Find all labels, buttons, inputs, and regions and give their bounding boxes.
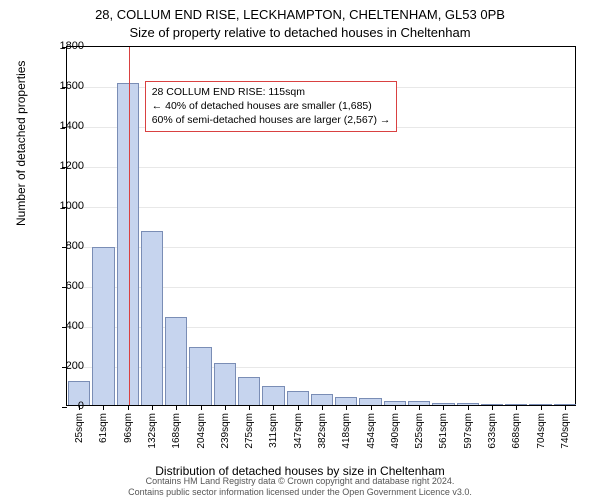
- xtick-mark: [541, 405, 542, 410]
- histogram-bar: [262, 386, 284, 405]
- xtick-label: 96sqm: [123, 413, 134, 443]
- ytick-label: 1200: [44, 160, 84, 172]
- annotation-box: 28 COLLUM END RISE: 115sqm← 40% of detac…: [145, 81, 398, 132]
- xtick-label: 382sqm: [317, 413, 328, 449]
- chart-area: 28 COLLUM END RISE: 115sqm← 40% of detac…: [66, 46, 576, 406]
- xtick-mark: [176, 405, 177, 410]
- xtick-label: 525sqm: [414, 413, 425, 449]
- histogram-bar: [165, 317, 187, 405]
- histogram-bar: [238, 377, 260, 405]
- y-axis-label: Number of detached properties: [14, 61, 28, 226]
- xtick-label: 275sqm: [244, 413, 255, 449]
- histogram-bar: [214, 363, 236, 405]
- histogram-bar: [117, 83, 139, 405]
- xtick-label: 61sqm: [98, 413, 109, 443]
- ytick-label: 0: [44, 400, 84, 412]
- annotation-line1: 28 COLLUM END RISE: 115sqm: [152, 85, 391, 99]
- footer-line2: Contains public sector information licen…: [0, 487, 600, 498]
- annotation-line2: ← 40% of detached houses are smaller (1,…: [152, 99, 391, 113]
- gridline: [67, 167, 575, 168]
- gridline: [67, 207, 575, 208]
- xtick-label: 597sqm: [463, 413, 474, 449]
- xtick-mark: [201, 405, 202, 410]
- xtick-mark: [443, 405, 444, 410]
- ytick-label: 1600: [44, 80, 84, 92]
- histogram-bar: [359, 398, 381, 405]
- xtick-label: 132sqm: [147, 413, 158, 449]
- xtick-label: 740sqm: [560, 413, 571, 449]
- page-title-address: 28, COLLUM END RISE, LECKHAMPTON, CHELTE…: [0, 0, 600, 24]
- xtick-label: 668sqm: [511, 413, 522, 449]
- ytick-label: 1000: [44, 200, 84, 212]
- xtick-mark: [322, 405, 323, 410]
- histogram-bar: [287, 391, 309, 405]
- ytick-label: 1800: [44, 40, 84, 52]
- xtick-label: 561sqm: [438, 413, 449, 449]
- xtick-mark: [152, 405, 153, 410]
- xtick-label: 704sqm: [536, 413, 547, 449]
- xtick-mark: [346, 405, 347, 410]
- xtick-label: 168sqm: [171, 413, 182, 449]
- xtick-mark: [395, 405, 396, 410]
- chart-container: 28, COLLUM END RISE, LECKHAMPTON, CHELTE…: [0, 0, 600, 500]
- ytick-label: 600: [44, 280, 84, 292]
- xtick-label: 239sqm: [220, 413, 231, 449]
- xtick-label: 347sqm: [293, 413, 304, 449]
- histogram-bar: [311, 394, 333, 405]
- ytick-label: 200: [44, 360, 84, 372]
- xtick-mark: [298, 405, 299, 410]
- histogram-bar: [141, 231, 163, 405]
- page-title-subtitle: Size of property relative to detached ho…: [0, 24, 600, 42]
- xtick-mark: [371, 405, 372, 410]
- xtick-mark: [103, 405, 104, 410]
- ytick-label: 1400: [44, 120, 84, 132]
- xtick-mark: [468, 405, 469, 410]
- xtick-label: 204sqm: [196, 413, 207, 449]
- xtick-mark: [273, 405, 274, 410]
- property-marker-line: [129, 47, 130, 405]
- histogram-bar: [92, 247, 114, 405]
- xtick-mark: [225, 405, 226, 410]
- histogram-bar: [335, 397, 357, 405]
- xtick-label: 25sqm: [74, 413, 85, 443]
- xtick-label: 490sqm: [390, 413, 401, 449]
- xtick-mark: [492, 405, 493, 410]
- xtick-label: 311sqm: [268, 413, 279, 448]
- plot-region: 28 COLLUM END RISE: 115sqm← 40% of detac…: [66, 46, 576, 406]
- footer-attribution: Contains HM Land Registry data © Crown c…: [0, 476, 600, 498]
- xtick-mark: [419, 405, 420, 410]
- xtick-label: 454sqm: [366, 413, 377, 449]
- xtick-label: 418sqm: [341, 413, 352, 449]
- xtick-label: 633sqm: [487, 413, 498, 449]
- footer-line1: Contains HM Land Registry data © Crown c…: [0, 476, 600, 487]
- xtick-mark: [565, 405, 566, 410]
- ytick-label: 800: [44, 240, 84, 252]
- xtick-mark: [128, 405, 129, 410]
- xtick-mark: [516, 405, 517, 410]
- histogram-bar: [189, 347, 211, 405]
- annotation-line3: 60% of semi-detached houses are larger (…: [152, 113, 391, 127]
- ytick-label: 400: [44, 320, 84, 332]
- xtick-mark: [249, 405, 250, 410]
